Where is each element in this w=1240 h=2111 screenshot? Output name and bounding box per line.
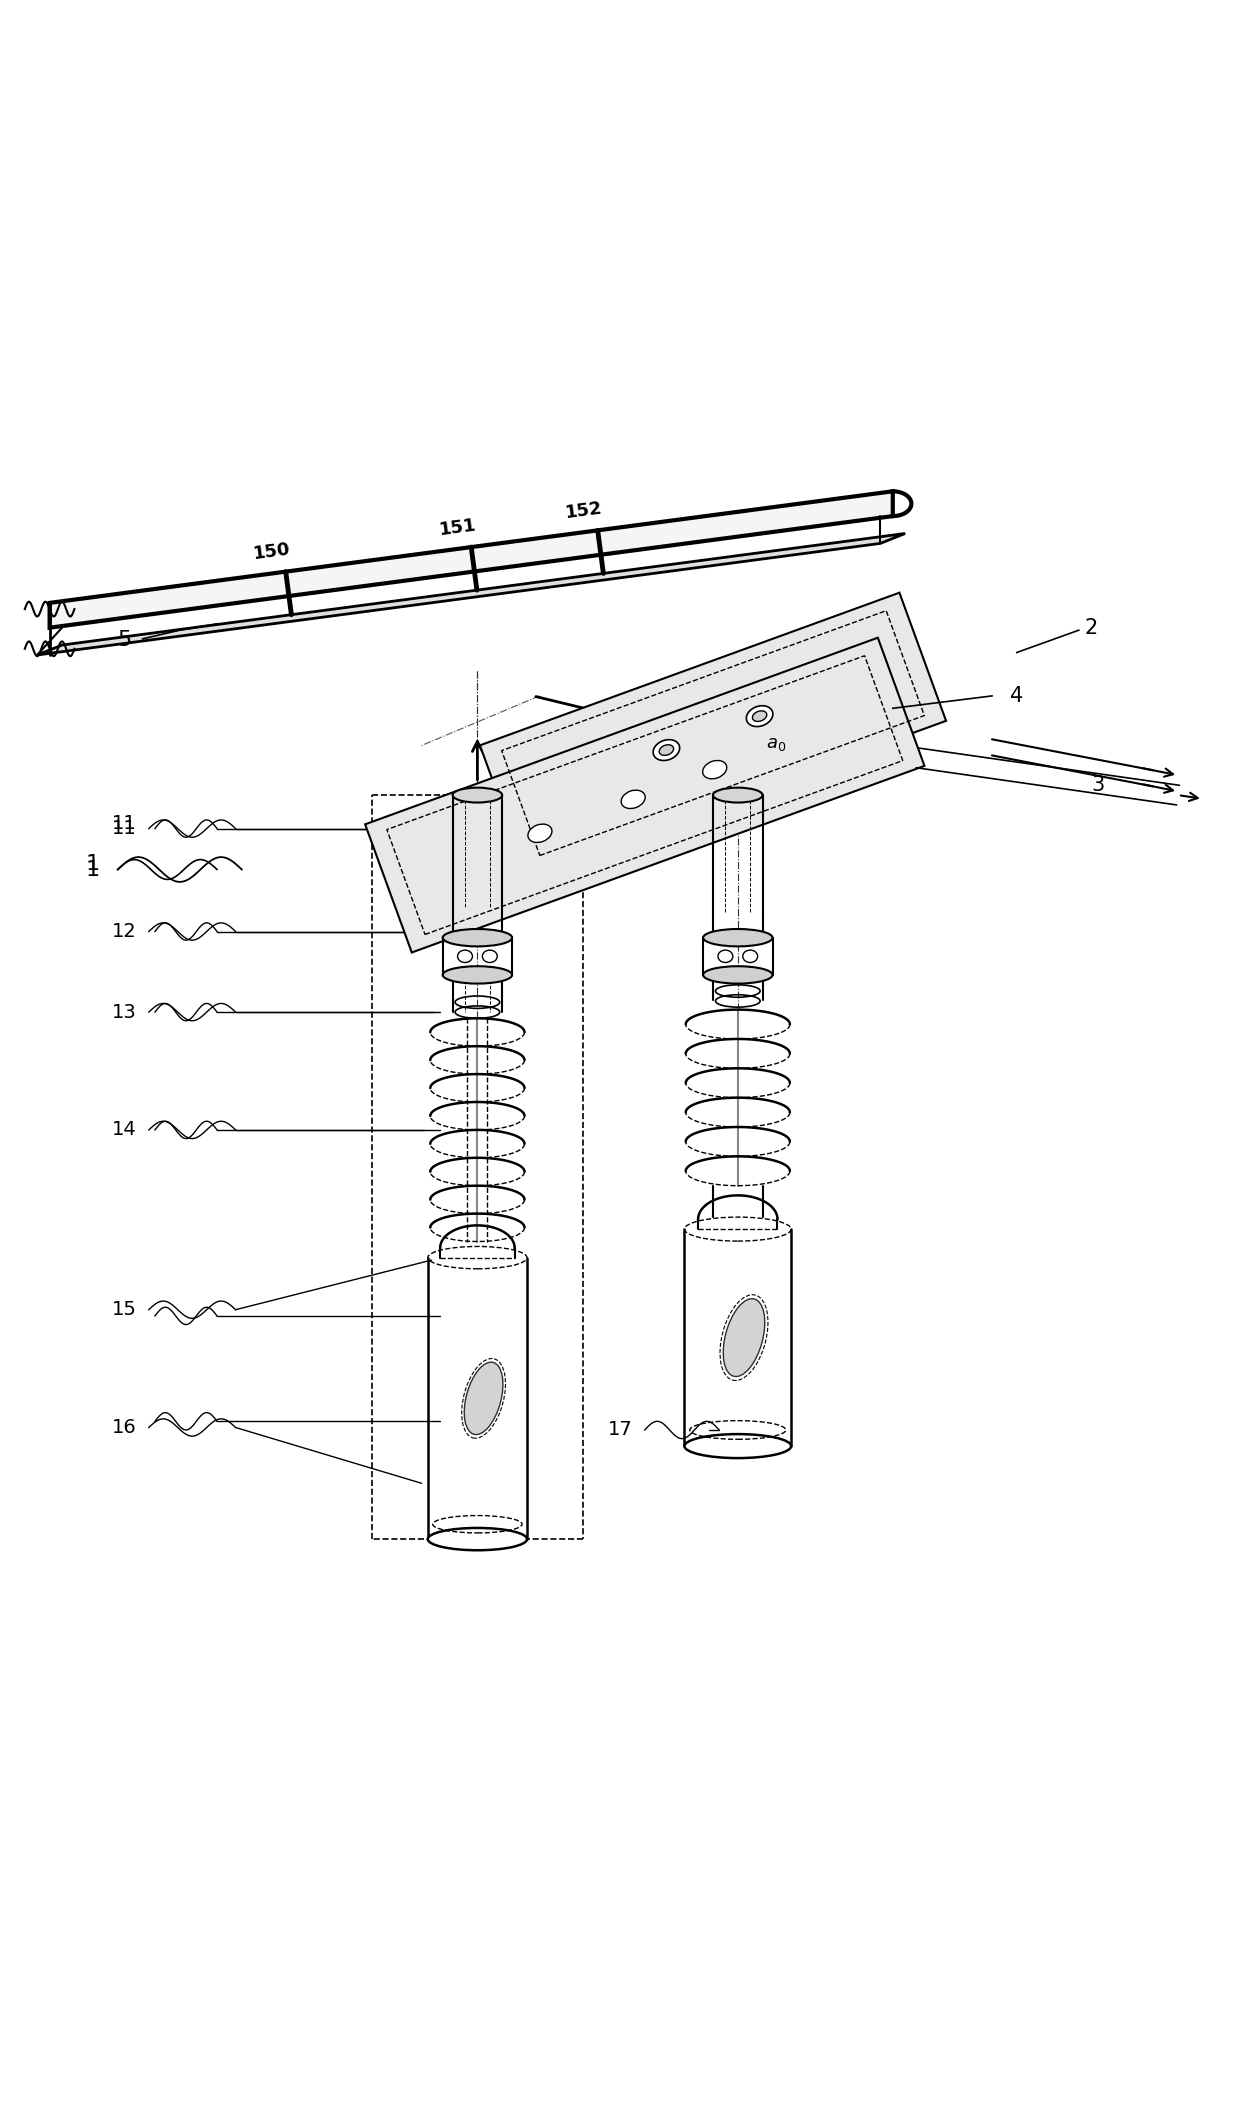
Text: 17: 17 <box>608 1421 632 1440</box>
Ellipse shape <box>621 790 645 809</box>
Ellipse shape <box>660 745 673 756</box>
Text: 151: 151 <box>438 515 477 538</box>
Ellipse shape <box>443 929 512 946</box>
Text: 150: 150 <box>252 540 291 564</box>
Ellipse shape <box>464 1362 503 1435</box>
Text: 4: 4 <box>1011 686 1023 705</box>
Polygon shape <box>50 492 893 627</box>
Text: 15: 15 <box>112 1300 136 1319</box>
Ellipse shape <box>703 967 773 984</box>
Text: 5: 5 <box>117 629 131 650</box>
Text: 11: 11 <box>112 813 136 832</box>
Ellipse shape <box>528 823 552 842</box>
Polygon shape <box>37 534 905 654</box>
Ellipse shape <box>428 1528 527 1549</box>
Ellipse shape <box>746 705 773 726</box>
Ellipse shape <box>482 950 497 963</box>
Text: 16: 16 <box>112 1419 136 1438</box>
Ellipse shape <box>458 950 472 963</box>
Text: 2: 2 <box>1085 619 1097 638</box>
Text: 13: 13 <box>112 1003 136 1022</box>
Text: 1: 1 <box>86 853 100 874</box>
Text: $a_0$: $a_0$ <box>766 735 786 754</box>
Text: 12: 12 <box>112 923 136 942</box>
Ellipse shape <box>703 929 773 946</box>
Ellipse shape <box>443 967 512 984</box>
Text: 3: 3 <box>1091 775 1105 796</box>
Polygon shape <box>365 638 925 952</box>
Polygon shape <box>480 593 946 874</box>
Ellipse shape <box>713 787 763 802</box>
Ellipse shape <box>718 950 733 963</box>
Ellipse shape <box>703 760 727 779</box>
Ellipse shape <box>453 787 502 802</box>
Text: 14: 14 <box>112 1121 136 1140</box>
Ellipse shape <box>723 1298 765 1376</box>
Ellipse shape <box>753 711 766 722</box>
Text: 1: 1 <box>86 859 100 880</box>
Text: 152: 152 <box>564 500 604 521</box>
Ellipse shape <box>684 1433 791 1459</box>
Text: 11: 11 <box>112 819 136 838</box>
Ellipse shape <box>743 950 758 963</box>
Ellipse shape <box>653 739 680 760</box>
